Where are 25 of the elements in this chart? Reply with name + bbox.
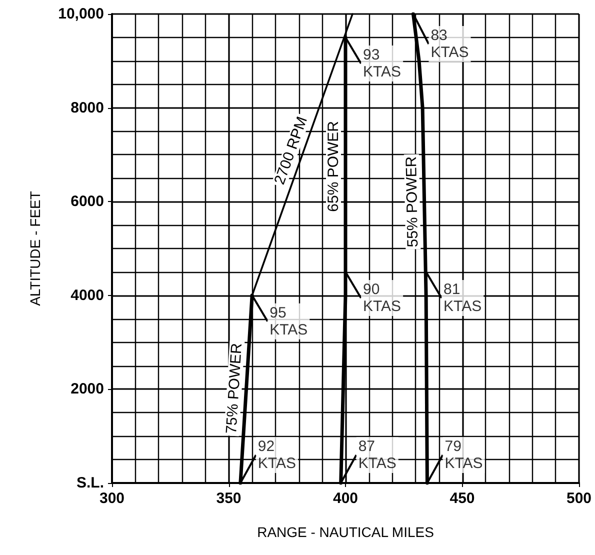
annotation: 79 KTAS [444,438,483,472]
annotation: 93 KTAS [363,46,402,80]
y-tick-label: S.L. [76,474,104,492]
annotation: 83 KTAS [430,27,469,61]
annotation: 90 KTAS [363,280,402,315]
y-tick-label: 8000 [70,99,104,116]
annotation: 92 KTAS [258,438,296,472]
y-tick-label: 10,000 [58,6,104,22]
x-tick-label: 400 [332,490,358,507]
annotation: 87 KTAS [358,438,396,472]
x-tick-label: 350 [216,490,242,507]
x-axis-title: RANGE - NAUTICAL MILES [257,524,434,540]
text: 55% POWER [402,156,422,248]
annotation: 95 KTAS [270,304,308,338]
y-tick-label: 6000 [70,193,104,210]
y-tick-label: 2000 [70,380,104,398]
x-tick-label: 450 [450,490,475,507]
annotation: 81 KTAS [444,280,482,315]
text: 65% POWER [325,120,342,212]
text: 75% POWER [222,342,246,434]
x-tick-label: 300 [99,490,125,507]
y-tick-label: 4000 [70,286,104,304]
x-tick-label: 500 [566,490,592,507]
text: 2700 RPM [271,114,311,187]
y-axis-title: ALTITUDE - FEET [27,190,43,306]
